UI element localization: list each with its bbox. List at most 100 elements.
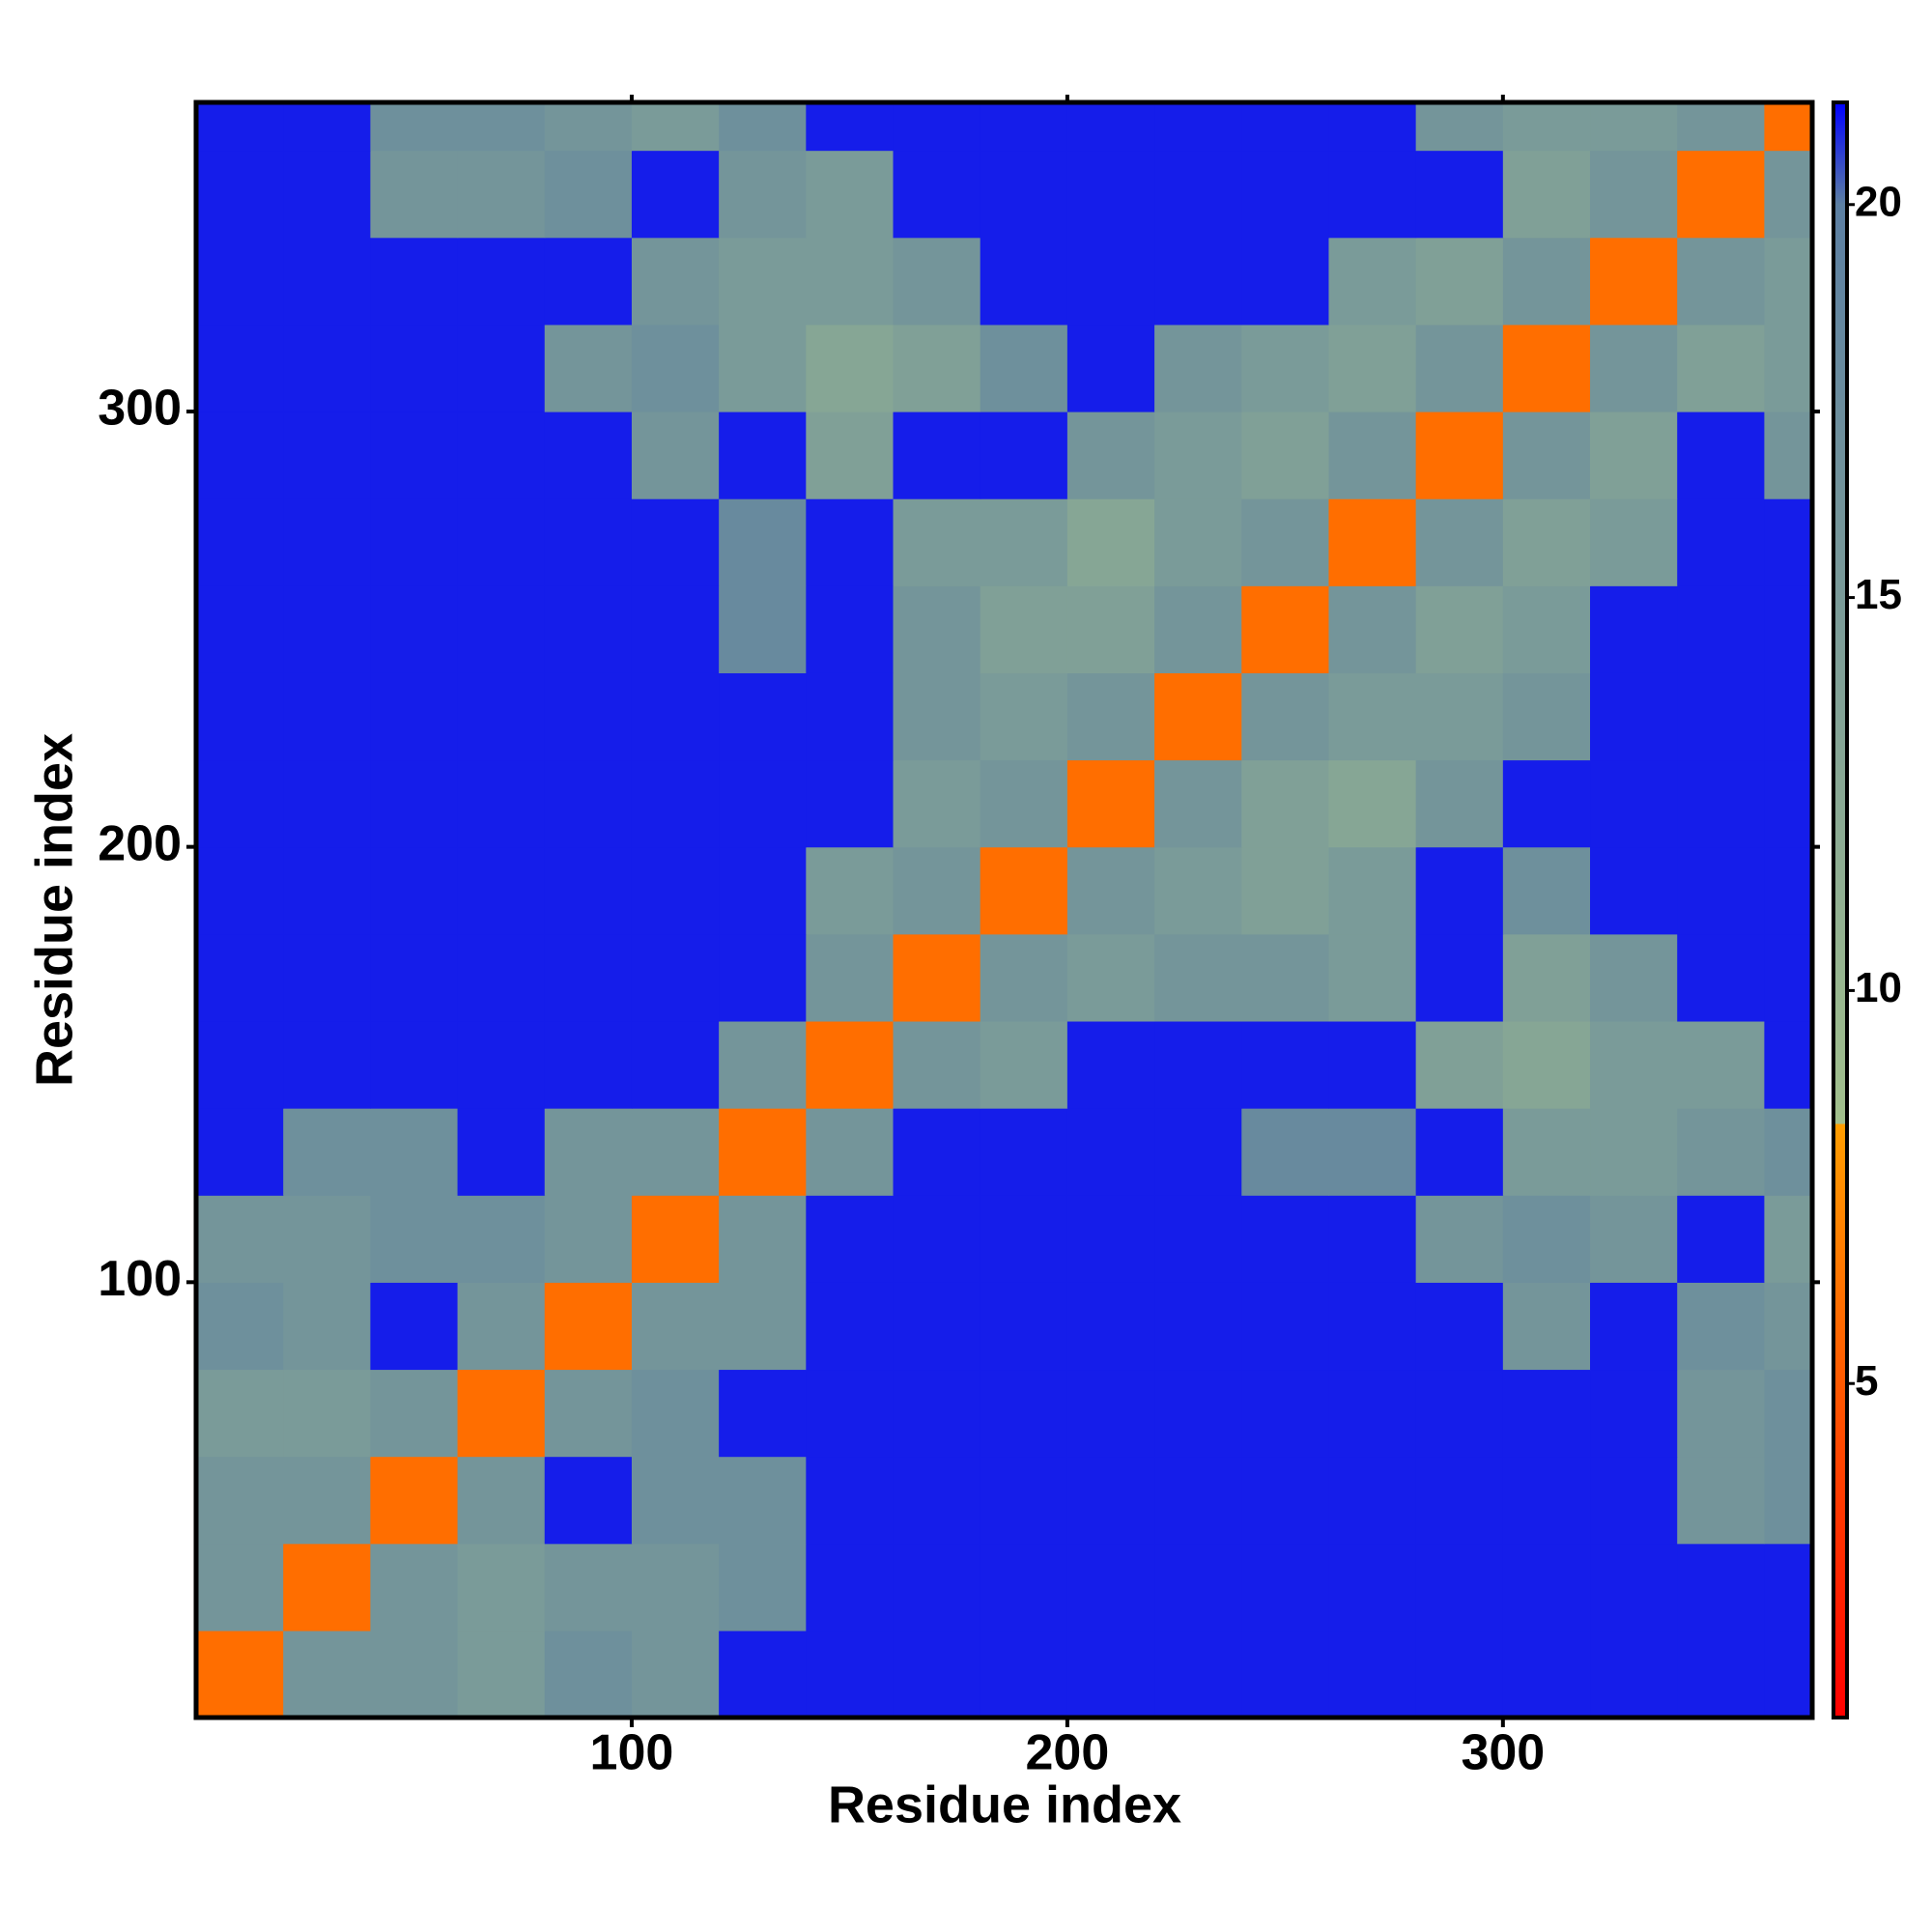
- heat-cell: [719, 1543, 807, 1632]
- heat-cell: [457, 759, 546, 848]
- y-tick-label: 200: [98, 815, 182, 871]
- heat-cell: [631, 585, 720, 673]
- heat-cell: [893, 411, 981, 499]
- heat-cell: [1154, 237, 1242, 326]
- heat-cell: [1415, 411, 1504, 499]
- heat-cell: [283, 237, 371, 326]
- heat-cell: [196, 672, 284, 761]
- heat-cell: [544, 933, 633, 1022]
- heat-cell: [980, 237, 1068, 326]
- heat-cell: [1328, 1456, 1417, 1545]
- heat-cell: [1066, 1282, 1155, 1371]
- heat-cell: [1066, 759, 1155, 848]
- heat-cell: [631, 846, 720, 935]
- heat-cell: [283, 1543, 371, 1632]
- heat-cell: [1328, 933, 1417, 1022]
- heat-cell: [457, 498, 546, 586]
- heat-cell: [1154, 411, 1242, 499]
- heat-cell: [544, 324, 633, 412]
- heat-cell: [1415, 1630, 1504, 1718]
- heat-cell: [631, 102, 720, 152]
- heat-cell: [1241, 1456, 1330, 1545]
- heat-cell: [1066, 1195, 1155, 1283]
- heat-cell: [370, 498, 459, 586]
- heat-cell: [370, 933, 459, 1022]
- heat-cell: [980, 1195, 1068, 1283]
- heat-cell: [1764, 585, 1812, 673]
- heat-cell: [1154, 1369, 1242, 1458]
- heat-cell: [1328, 498, 1417, 586]
- heat-cell: [196, 1369, 284, 1458]
- heat-cell: [1154, 324, 1242, 412]
- heat-cell: [1066, 1020, 1155, 1109]
- heat-cell: [1415, 1369, 1504, 1458]
- heat-cell: [1328, 102, 1417, 152]
- heat-cell: [283, 933, 371, 1022]
- heat-cell: [544, 102, 633, 152]
- heat-cell: [893, 498, 981, 586]
- plot-frame: [193, 99, 1815, 1720]
- heat-cell: [370, 150, 459, 239]
- heat-cell: [631, 1543, 720, 1632]
- heat-cell: [1590, 759, 1678, 848]
- x-tick-label: 100: [590, 1725, 674, 1781]
- heat-cell: [370, 1456, 459, 1545]
- heat-cell: [370, 759, 459, 848]
- heat-cell: [1764, 1369, 1812, 1458]
- heat-cell: [196, 1108, 284, 1196]
- heat-cell: [806, 1456, 895, 1545]
- heat-cell: [1590, 1543, 1678, 1632]
- heat-cell: [1502, 846, 1591, 935]
- heat-cell: [1066, 237, 1155, 326]
- heat-cell: [980, 759, 1068, 848]
- heat-cell: [719, 1195, 807, 1283]
- heat-cell: [1328, 1020, 1417, 1109]
- heat-cell: [893, 1630, 981, 1718]
- colorbar-tick-label: 20: [1855, 178, 1902, 225]
- heat-cell: [893, 324, 981, 412]
- heat-cell: [719, 324, 807, 412]
- heat-cell: [719, 1020, 807, 1109]
- heat-cell: [370, 1108, 459, 1196]
- heat-cell: [1502, 672, 1591, 761]
- heat-cell: [283, 1195, 371, 1283]
- heat-cell: [806, 933, 895, 1022]
- heat-cell: [1415, 498, 1504, 586]
- heat-cell: [631, 1369, 720, 1458]
- heat-cell: [1677, 1456, 1765, 1545]
- heat-cell: [1241, 1630, 1330, 1718]
- heat-cell: [544, 1456, 633, 1545]
- heat-cell: [1677, 411, 1765, 499]
- heat-cell: [719, 102, 807, 152]
- heat-cell: [1764, 1020, 1812, 1109]
- heat-cell: [719, 672, 807, 761]
- heat-cell: [1241, 411, 1330, 499]
- heat-cell: [1590, 411, 1678, 499]
- heat-cell: [1502, 411, 1591, 499]
- heat-cell: [1764, 1543, 1812, 1632]
- heat-cell: [1415, 585, 1504, 673]
- heat-cell: [1502, 498, 1591, 586]
- heat-cell: [1677, 150, 1765, 239]
- heat-cell: [631, 1282, 720, 1371]
- heat-cell: [1502, 1369, 1591, 1458]
- heat-cell: [1677, 1195, 1765, 1283]
- heat-cell: [806, 1020, 895, 1109]
- heat-cell: [1328, 1282, 1417, 1371]
- heat-cell: [544, 585, 633, 673]
- heat-cell: [1502, 1282, 1591, 1371]
- heat-cell: [1502, 933, 1591, 1022]
- heat-cell: [1415, 759, 1504, 848]
- heat-cell: [1590, 846, 1678, 935]
- heat-cell: [806, 150, 895, 239]
- heat-cell: [457, 1630, 546, 1718]
- heat-cell: [806, 1282, 895, 1371]
- heat-cell: [631, 498, 720, 586]
- heat-cell: [283, 1020, 371, 1109]
- heat-cell: [196, 1195, 284, 1283]
- heat-cell: [1154, 1195, 1242, 1283]
- heat-cell: [1066, 1108, 1155, 1196]
- heat-cell: [457, 585, 546, 673]
- heat-cell: [1590, 150, 1678, 239]
- heat-cell: [1590, 1369, 1678, 1458]
